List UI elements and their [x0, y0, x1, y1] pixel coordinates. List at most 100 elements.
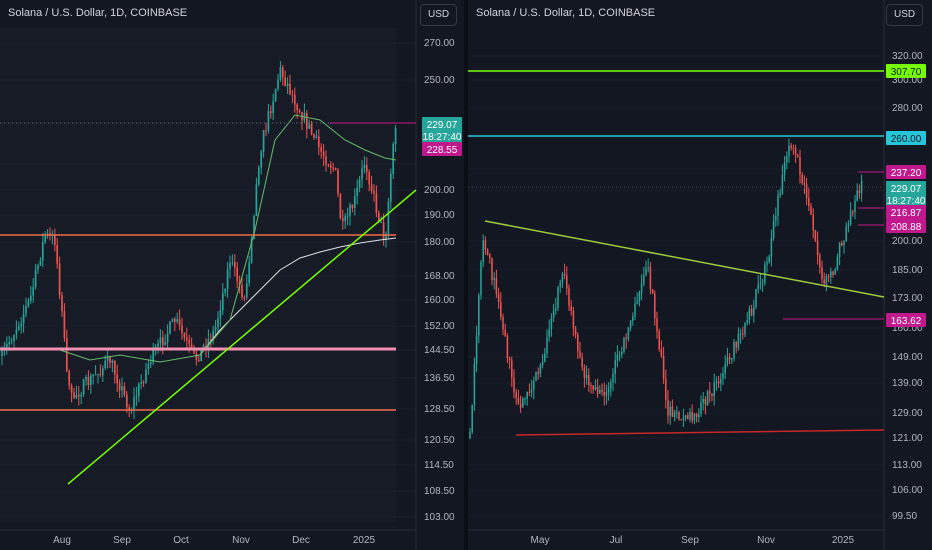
candle-body: [229, 263, 231, 269]
candle-body: [176, 319, 179, 322]
right-y-tick: 149.00: [892, 352, 923, 363]
candle-body: [380, 222, 383, 224]
candle-body: [125, 394, 128, 408]
candle-body: [634, 303, 636, 317]
candle-body: [41, 242, 44, 261]
panel-divider[interactable]: [464, 0, 468, 550]
candle-body: [82, 379, 85, 395]
candle-body: [344, 216, 347, 222]
candle-body: [788, 145, 790, 157]
candle-body: [497, 293, 500, 302]
left-last-price-label: 229.07: [427, 120, 458, 131]
candle-body: [572, 311, 575, 329]
candle-body: [526, 391, 528, 399]
candle-body: [726, 357, 729, 365]
candle-body: [522, 398, 524, 408]
candle-body: [142, 381, 145, 383]
candle-body: [113, 360, 116, 375]
candle-body: [640, 283, 643, 293]
candle-body: [157, 343, 159, 347]
candle-body: [821, 267, 823, 280]
candle-body: [775, 215, 777, 221]
candle-body: [219, 310, 222, 319]
candle-body: [592, 385, 594, 390]
left-y-tick: 250.00: [424, 75, 455, 86]
candle-body: [269, 111, 272, 114]
candle-body: [625, 337, 627, 340]
candle-body: [566, 275, 568, 289]
candle-body: [387, 201, 390, 234]
candle-body: [528, 391, 531, 393]
right-price-label-2-bg: [886, 165, 926, 179]
candle-body: [92, 375, 95, 377]
candle-body: [614, 360, 616, 374]
left-chart-panel[interactable]: 270.00 250.00 200.00 190.00 180.00 168.00 160.…: [0, 0, 464, 550]
candle-body: [20, 323, 23, 327]
candle-body: [29, 295, 32, 301]
candle-body: [599, 389, 601, 394]
candle-body: [535, 372, 537, 381]
candle-body: [673, 412, 676, 417]
candle-body: [860, 180, 863, 194]
right-price-label-1: 260.00: [891, 134, 922, 145]
left-currency-button[interactable]: USD: [420, 4, 458, 26]
right-currency-button[interactable]: USD: [886, 4, 924, 26]
candle-body: [281, 67, 284, 78]
right-chart-panel[interactable]: 320.00300.00280.00240.00200.00185.00173.…: [468, 0, 932, 550]
candle-body: [698, 414, 700, 418]
candle-body: [241, 284, 243, 298]
candle-body: [665, 379, 667, 400]
candle-body: [87, 377, 90, 385]
candle-body: [365, 164, 368, 173]
candle-body: [34, 269, 37, 287]
candle-body: [680, 419, 682, 421]
left-chart-svg[interactable]: 270.00 250.00 200.00 190.00 180.00 168.00 160.…: [0, 0, 464, 550]
candle-body: [563, 273, 566, 276]
candle-body: [346, 215, 349, 217]
right-price-label-6: 163.62: [891, 316, 922, 327]
candle-body: [645, 268, 647, 276]
left-x-tick: 2025: [353, 535, 376, 546]
candle-body: [581, 357, 583, 368]
candle-body: [724, 364, 726, 374]
left-y-tick: 180.00: [424, 237, 455, 248]
right-x-tick: Jul: [610, 535, 623, 546]
candle-body: [651, 289, 654, 294]
right-price-label-3-countdown: 18:27:40: [887, 196, 926, 207]
candle-body: [493, 277, 495, 281]
candle-body: [500, 301, 502, 318]
candle-body: [349, 204, 351, 216]
candle-body: [605, 392, 608, 396]
candle-body: [202, 345, 205, 349]
candle-body: [221, 292, 224, 311]
candle-body: [111, 360, 114, 363]
candle-body: [5, 344, 8, 348]
candle-body: [845, 226, 847, 242]
right-x-tick: May: [531, 535, 550, 546]
candle-body: [684, 415, 687, 418]
candle-body: [638, 292, 641, 302]
candle-body: [80, 394, 83, 397]
candle-body: [559, 283, 561, 287]
candle-body: [337, 169, 339, 194]
candle-body: [577, 334, 579, 351]
candle-body: [537, 372, 539, 374]
candle-body: [128, 407, 131, 410]
left-x-tick: Aug: [53, 535, 71, 546]
candle-body: [825, 276, 828, 284]
candle-body: [742, 333, 744, 335]
candle-body: [779, 193, 781, 196]
candle-body: [133, 397, 135, 410]
candle-body: [786, 156, 788, 163]
candle-body: [188, 339, 191, 344]
candles[interactable]: [469, 138, 863, 439]
candle-body: [658, 331, 660, 350]
candle-body: [17, 326, 20, 330]
candle-body: [214, 327, 217, 331]
right-plot-area[interactable]: [468, 28, 884, 530]
right-chart-svg[interactable]: 320.00300.00280.00240.00200.00185.00173.…: [468, 0, 932, 550]
candle-body: [491, 258, 493, 281]
candle-body: [118, 383, 121, 391]
candle-body: [293, 94, 296, 105]
candle-body: [389, 173, 392, 202]
